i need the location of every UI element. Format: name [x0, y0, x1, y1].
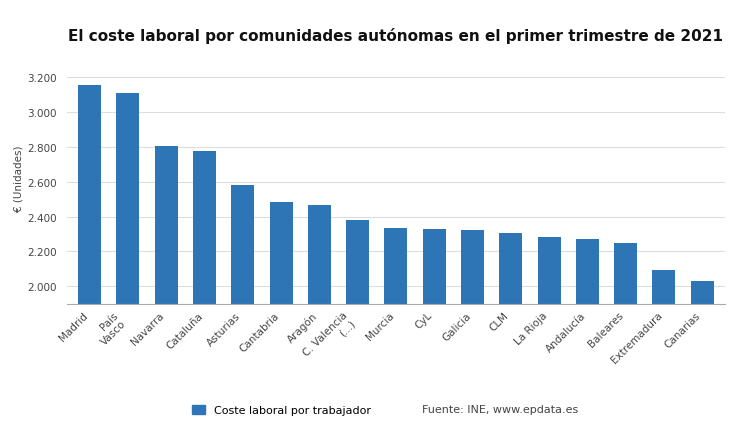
- Bar: [384, 228, 408, 434]
- Bar: [116, 94, 139, 434]
- Title: El coste laboral por comunidades autónomas en el primer trimestre de 2021: El coste laboral por comunidades autónom…: [68, 28, 724, 44]
- Bar: [155, 147, 178, 434]
- Bar: [576, 240, 599, 434]
- Bar: [537, 237, 561, 434]
- Bar: [614, 243, 637, 434]
- Legend: Coste laboral por trabajador: Coste laboral por trabajador: [187, 401, 375, 420]
- Bar: [269, 202, 292, 434]
- Bar: [653, 270, 676, 434]
- Y-axis label: € (Unidades): € (Unidades): [13, 145, 23, 211]
- Bar: [308, 206, 331, 434]
- Bar: [193, 152, 216, 434]
- Text: Fuente: INE, www.epdata.es: Fuente: INE, www.epdata.es: [422, 404, 578, 414]
- Bar: [690, 281, 713, 434]
- Bar: [231, 186, 255, 434]
- Bar: [78, 86, 101, 434]
- Bar: [500, 233, 522, 434]
- Bar: [346, 220, 369, 434]
- Bar: [423, 229, 445, 434]
- Bar: [461, 231, 484, 434]
